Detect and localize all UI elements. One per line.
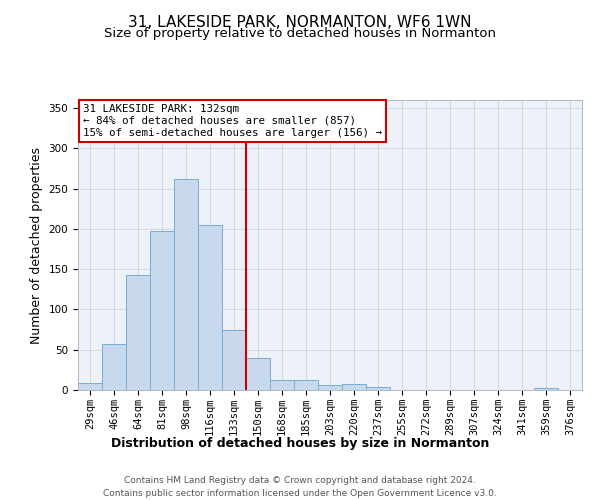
Bar	[174, 179, 198, 390]
Bar	[198, 225, 222, 390]
Bar	[342, 384, 366, 390]
Text: Contains public sector information licensed under the Open Government Licence v3: Contains public sector information licen…	[103, 489, 497, 498]
Bar	[294, 380, 318, 390]
Bar	[102, 344, 126, 390]
Text: Contains HM Land Registry data © Crown copyright and database right 2024.: Contains HM Land Registry data © Crown c…	[124, 476, 476, 485]
Bar	[126, 275, 150, 390]
Bar	[78, 383, 102, 390]
Y-axis label: Number of detached properties: Number of detached properties	[30, 146, 43, 344]
Bar	[270, 380, 294, 390]
Text: 31, LAKESIDE PARK, NORMANTON, WF6 1WN: 31, LAKESIDE PARK, NORMANTON, WF6 1WN	[128, 15, 472, 30]
Bar	[150, 230, 174, 390]
Bar	[366, 387, 390, 390]
Bar	[246, 358, 270, 390]
Text: 31 LAKESIDE PARK: 132sqm
← 84% of detached houses are smaller (857)
15% of semi-: 31 LAKESIDE PARK: 132sqm ← 84% of detach…	[83, 104, 382, 138]
Bar	[534, 388, 558, 390]
Bar	[222, 330, 246, 390]
Bar	[318, 385, 342, 390]
Text: Distribution of detached houses by size in Normanton: Distribution of detached houses by size …	[111, 438, 489, 450]
Text: Size of property relative to detached houses in Normanton: Size of property relative to detached ho…	[104, 28, 496, 40]
